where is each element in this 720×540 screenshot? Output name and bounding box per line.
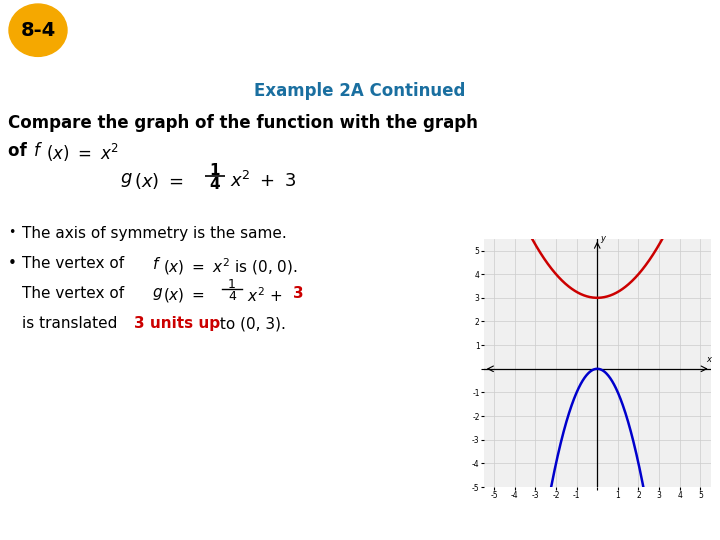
Text: 1: 1: [228, 278, 236, 291]
Text: 1: 1: [210, 163, 220, 178]
Text: Holt Mc.Dougal Algebra 1: Holt Mc.Dougal Algebra 1: [8, 522, 141, 532]
Text: of: of: [8, 143, 32, 160]
Text: The axis of symmetry is the same.: The axis of symmetry is the same.: [22, 226, 287, 241]
Text: The vertex of: The vertex of: [22, 286, 129, 301]
Text: 4: 4: [228, 290, 236, 303]
Text: x: x: [706, 355, 711, 364]
Text: •: •: [8, 226, 15, 239]
Text: $(x)\ =$: $(x)\ =$: [134, 171, 183, 191]
Text: 4: 4: [210, 177, 220, 192]
Text: 8-4: 8-4: [20, 21, 55, 40]
Text: Copyright © Holt Mc.Dougal. All Rights Reserved.: Copyright © Holt Mc.Dougal. All Rights R…: [454, 522, 712, 532]
Text: $\it{f}$: $\it{f}$: [33, 143, 43, 160]
Ellipse shape: [9, 4, 67, 56]
Text: •: •: [8, 256, 17, 271]
Text: 3 units up: 3 units up: [134, 316, 220, 331]
Text: Example 2A Continued: Example 2A Continued: [254, 83, 466, 100]
Text: $x^2$ +: $x^2$ +: [247, 286, 284, 305]
Text: The vertex of: The vertex of: [22, 256, 129, 271]
Text: y: y: [600, 234, 606, 243]
Text: $(x)\ =$: $(x)\ =$: [163, 286, 205, 304]
Text: is translated: is translated: [22, 316, 122, 331]
Text: $\it{g}$: $\it{g}$: [120, 171, 132, 190]
Text: to (0, 3).: to (0, 3).: [215, 316, 286, 331]
Text: $(x)\ =\ x^2$: $(x)\ =\ x^2$: [46, 143, 119, 165]
Text: $x^2\ +\ 3$: $x^2\ +\ 3$: [230, 171, 296, 191]
Text: $\it{f}$: $\it{f}$: [152, 256, 161, 272]
Text: Compare the graph of the function with the graph: Compare the graph of the function with t…: [8, 114, 478, 132]
Text: Transforming Quadratic Functions: Transforming Quadratic Functions: [78, 18, 531, 42]
Text: $\it{g}$: $\it{g}$: [152, 286, 163, 302]
Text: $(x)\ =\ x^2$ is (0, 0).: $(x)\ =\ x^2$ is (0, 0).: [163, 256, 297, 277]
Text: 3: 3: [293, 286, 304, 301]
